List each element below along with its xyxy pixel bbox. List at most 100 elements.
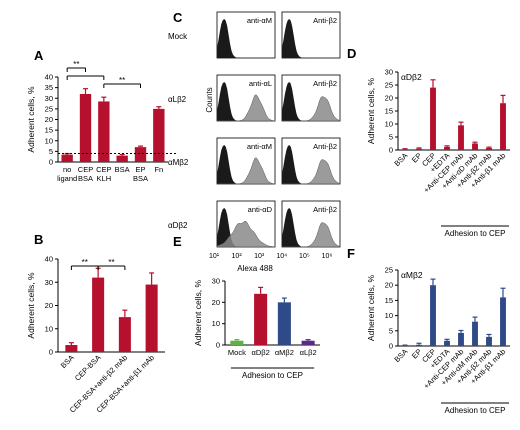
panel-e-bar (416, 148, 422, 150)
panel-a-x-tick-label: Fn (154, 165, 163, 174)
panel-d-y-tick-label: 30 (212, 277, 220, 286)
panel-a-y-tick-label: 35 (45, 83, 53, 92)
panel-e-y-tick-label: 20 (385, 94, 393, 103)
panel-c-row-label: αDβ2 (168, 221, 188, 230)
panel-c-antibody-label: anti-αM (247, 16, 272, 25)
panel-c-stained-histogram (282, 159, 341, 185)
panel-c-antibody-label: Anti-β2 (313, 142, 337, 151)
panel-e-y-tick-label: 30 (385, 68, 393, 77)
panel-e-y-tick-label: 15 (385, 107, 393, 116)
panel-e-bar (402, 149, 408, 150)
panel-f-bar (444, 340, 450, 346)
panel-c-antibody-label: anti-αD (248, 205, 273, 214)
panel-b-sig-marker: ** (82, 258, 88, 267)
panel-a-x-tick-label: BSA (133, 174, 148, 183)
panel-e-bar (500, 103, 506, 150)
panel-c-control-histogram (282, 145, 340, 184)
panel-a-bar (134, 147, 147, 162)
panel-label-a: A (34, 48, 44, 63)
panel-b-bar (145, 284, 158, 352)
panel-label-d: D (347, 46, 356, 61)
panel-e-group-label: Adhesion to CEP (445, 229, 506, 238)
panel-f-bar (402, 345, 408, 346)
panel-a-x-tick-label: ligand (57, 174, 77, 183)
panel-a-x-tick-label: CEP (78, 165, 93, 174)
panel-c-antibody-label: anti-αM (247, 142, 272, 151)
panel-c-control-histogram (217, 208, 275, 247)
panel-e-chart-title: αDβ2 (401, 72, 422, 82)
panel-b-y-tick-label: 40 (45, 255, 53, 264)
panel-f-bar (416, 344, 422, 346)
panel-f-y-tick-label: 0 (389, 342, 393, 351)
panel-b-bar (92, 277, 105, 352)
panel-a-y-tick-label: 5 (49, 147, 53, 156)
panel-a-y-tick-label: 15 (45, 126, 53, 135)
panel-e-bar (458, 125, 464, 150)
panel-a-bar (116, 155, 128, 162)
panel-f-y-axis-label: Adherent cells, % (366, 274, 376, 341)
panel-f-chart-title: αMβ2 (401, 270, 423, 280)
panel-e-y-tick-label: 0 (389, 146, 393, 155)
panel-c-stained-histogram (282, 96, 341, 122)
panel-label-e: E (173, 234, 182, 249)
panel-e-x-tick-label: BSA (392, 151, 409, 168)
panel-c-row-label: Mock (168, 32, 188, 41)
panel-b-y-tick-label: 0 (49, 348, 53, 357)
panel-a-x-tick-label: KLH (97, 174, 112, 183)
panel-e-y-tick-label: 10 (385, 120, 393, 129)
panel-f-y-tick-label: 5 (389, 326, 393, 335)
panel-a-y-tick-label: 40 (45, 73, 53, 82)
panel-a-sig-marker: ** (119, 76, 125, 85)
panel-a-sig-marker: ** (73, 60, 79, 69)
panel-a-bar (153, 108, 165, 162)
panel-d-x-tick-label: Mock (228, 348, 246, 357)
panel-label-b: B (34, 232, 43, 247)
panel-a-bar (61, 154, 73, 162)
panel-e-y-tick-label: 25 (385, 81, 393, 90)
panel-e-bar (444, 146, 450, 150)
panel-c-x-tick-label: 10⁴ (276, 253, 287, 260)
panel-d-bar (277, 302, 291, 345)
panel-d-y-tick-label: 20 (212, 298, 220, 307)
panel-c-x-tick-label: 10⁵ (299, 253, 310, 260)
panel-f-bar (472, 321, 478, 346)
panel-d-bar (230, 340, 244, 345)
panel-c-control-histogram (217, 19, 275, 58)
panel-c-antibody-label: Anti-β2 (313, 205, 337, 214)
panel-c-antibody-label: Anti-β2 (313, 16, 337, 25)
panel-e-bar (486, 147, 492, 150)
panel-d-x-tick-label: αDβ2 (252, 348, 270, 357)
panel-c-x-tick-label: 10² (232, 253, 243, 260)
panel-label-c: C (173, 10, 183, 25)
panel-c-x-tick-label: 10³ (254, 253, 265, 260)
panel-f-y-tick-label: 15 (385, 296, 393, 305)
panel-d-group-label: Adhesion to CEP (242, 371, 303, 380)
panel-c-antibody-label: anti-αL (249, 79, 272, 88)
panel-f-y-tick-label: 20 (385, 281, 393, 290)
panel-b-x-tick-label: BSA (59, 353, 76, 370)
panel-f-x-tick-label: BSA (392, 347, 409, 364)
panel-c-x-axis-label: Alexa 488 (237, 264, 273, 273)
panel-d-x-tick-label: αLβ2 (300, 348, 317, 357)
panel-c-control-histogram (282, 19, 340, 58)
panel-b-y-tick-label: 10 (45, 324, 53, 333)
panel-a-y-tick-label: 30 (45, 94, 53, 103)
panel-a-x-tick-label: EP (135, 165, 145, 174)
panel-a-bar (79, 94, 92, 162)
panel-c-control-histogram (282, 82, 340, 121)
panel-c-antibody-label: Anti-β2 (313, 79, 337, 88)
panel-d-bar (254, 293, 268, 345)
panel-d-bar (301, 340, 315, 345)
panel-e-y-axis-label: Adherent cells, % (366, 77, 376, 144)
panel-b-y-axis-label: Adherent cells, % (26, 272, 36, 339)
panel-f-bar (458, 332, 464, 346)
panel-e-y-tick-label: 5 (389, 133, 393, 142)
panel-a-y-axis-label: Adherent cells, % (26, 86, 36, 153)
panel-f-bar (430, 285, 436, 346)
panel-a-y-tick-label: 25 (45, 104, 53, 113)
panel-a-y-tick-label: 10 (45, 136, 53, 145)
panel-a-x-tick-label: BSA (78, 174, 93, 183)
panel-a-bar (98, 101, 110, 162)
panel-b-y-tick-label: 20 (45, 301, 53, 310)
